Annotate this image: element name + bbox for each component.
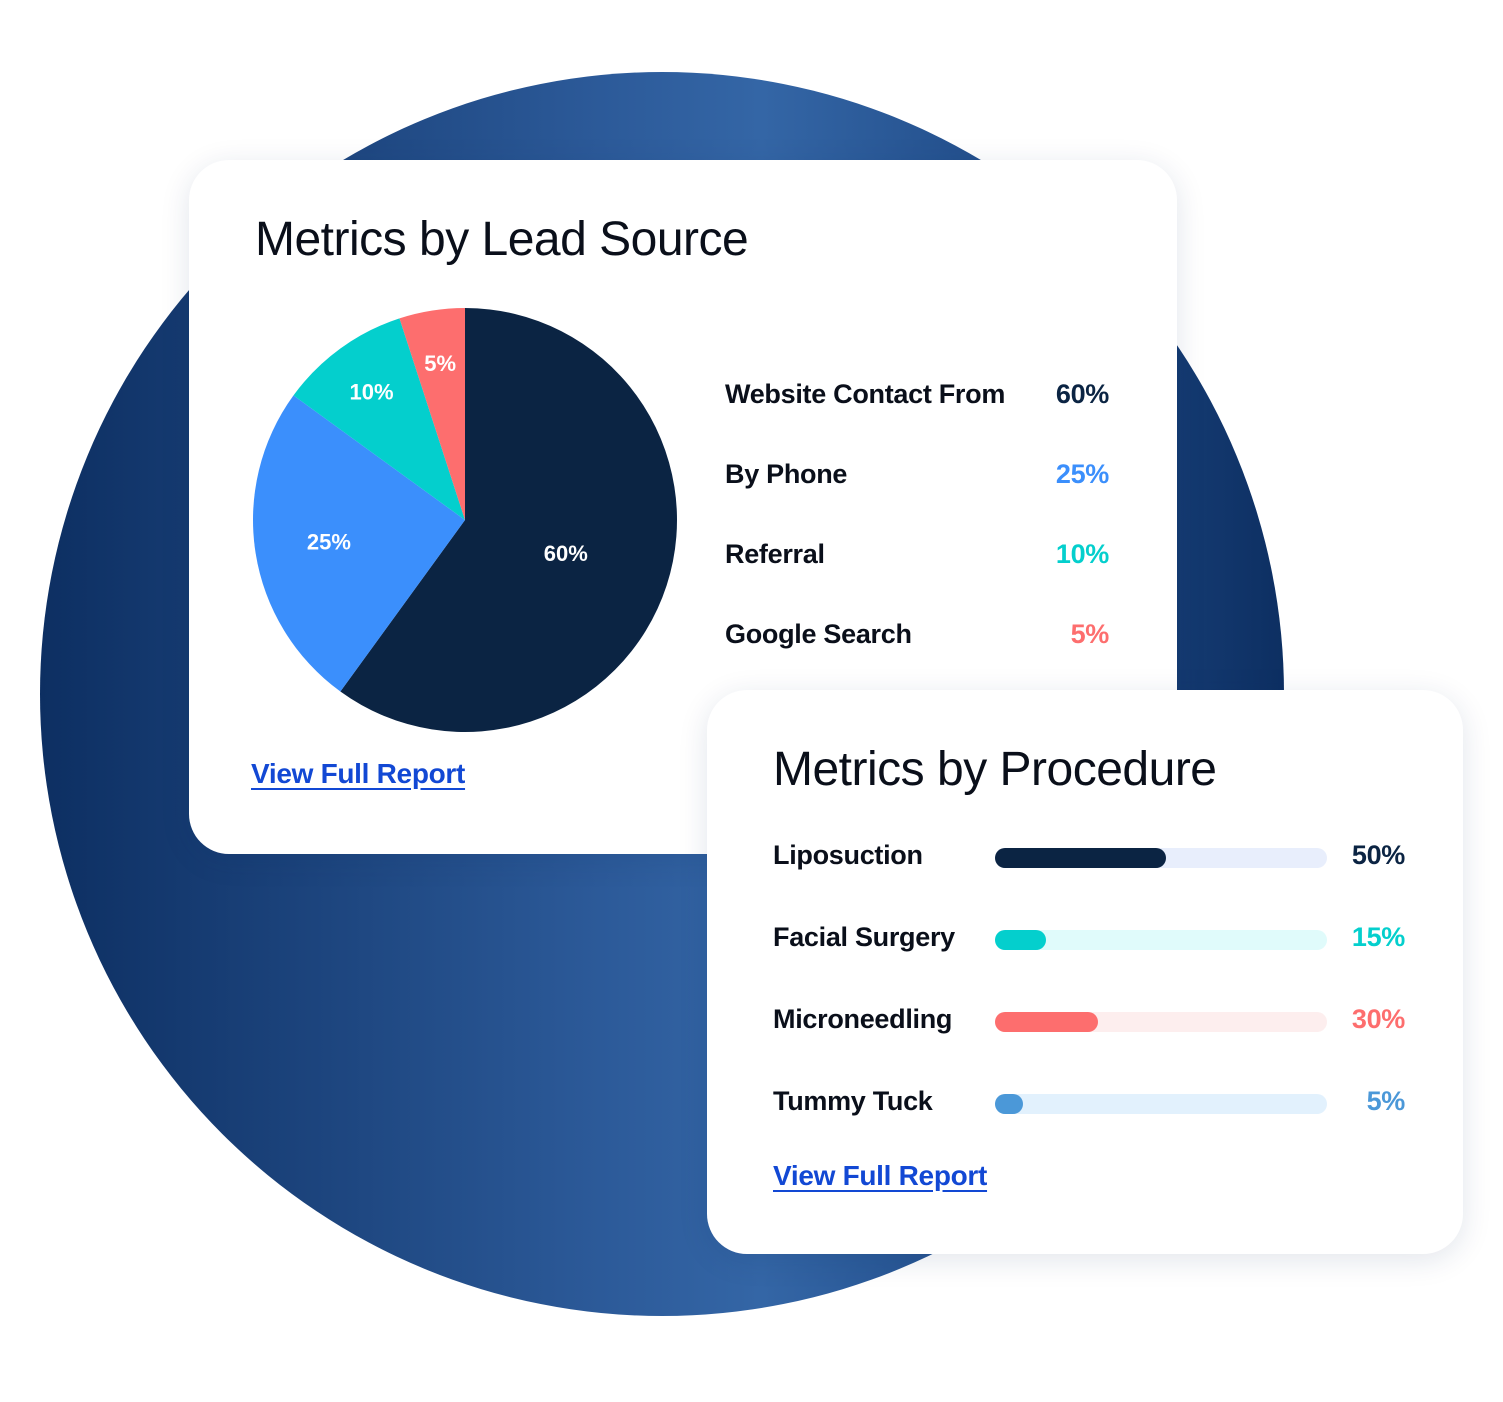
progress-track	[995, 930, 1327, 950]
procedure-title: Metrics by Procedure	[773, 743, 1217, 796]
legend-value: 5%	[1070, 618, 1110, 649]
legend-row: Website Contact From 60%	[725, 374, 1109, 414]
legend-row: Google Search 5%	[725, 614, 1109, 654]
procedure-value: 15%	[1351, 922, 1405, 952]
procedure-row: Tummy Tuck 5%	[773, 1082, 1405, 1122]
progress-fill	[995, 1012, 1098, 1032]
legend-row: By Phone 25%	[725, 454, 1109, 494]
pie-slice-by-phone	[252, 395, 465, 692]
procedure-row: Facial Surgery 15%	[773, 918, 1405, 958]
pie-label-by-phone: 25%	[307, 530, 351, 555]
pie-label-google-search: 5%	[424, 351, 456, 376]
progress-fill	[995, 930, 1047, 950]
legend-label: By Phone	[725, 458, 848, 489]
pie-label-website-contact-from: 60%	[544, 541, 588, 566]
procedure-value: 50%	[1351, 840, 1405, 870]
pie-slice-website-contact-from	[340, 308, 677, 732]
lead-source-title: Metrics by Lead Source	[255, 213, 749, 266]
progress-fill	[995, 1094, 1023, 1114]
progress-fill	[995, 848, 1166, 868]
procedure-value: 30%	[1351, 1004, 1405, 1034]
legend-label: Google Search	[725, 618, 912, 649]
legend-value: 10%	[1055, 538, 1109, 569]
pie-slice-referral	[293, 318, 465, 520]
procedure-value: 5%	[1366, 1086, 1406, 1116]
procedure-card: Metrics by Procedure Liposuction 50% Facia…	[707, 690, 1463, 1254]
lead-source-view-report-link[interactable]: View Full Report	[251, 758, 466, 789]
legend-label: Referral	[725, 538, 825, 569]
progress-track	[995, 1094, 1327, 1114]
procedure-row: Liposuction 50%	[773, 836, 1405, 876]
lead-source-pie-chart: 60% 25% 10% 5%	[252, 308, 677, 732]
procedure-label: Microneedling	[773, 1004, 953, 1034]
procedure-label: Tummy Tuck	[773, 1086, 933, 1116]
procedure-label: Facial Surgery	[773, 922, 955, 952]
legend-value: 25%	[1055, 458, 1109, 489]
progress-track	[995, 848, 1327, 868]
legend-row: Referral 10%	[725, 534, 1109, 574]
pie-label-referral: 10%	[350, 379, 394, 404]
progress-track	[995, 1012, 1327, 1032]
procedure-row: Microneedling 30%	[773, 1000, 1405, 1040]
lead-source-card: Metrics by Lead Source 60% 25% 10% 5% Websi…	[189, 160, 1177, 854]
legend-value: 60%	[1055, 378, 1109, 409]
procedure-label: Liposuction	[773, 840, 923, 870]
procedure-view-report-link[interactable]: View Full Report	[773, 1160, 988, 1191]
legend-label: Website Contact From	[725, 378, 1006, 409]
pie-slice-google-search	[399, 308, 465, 520]
